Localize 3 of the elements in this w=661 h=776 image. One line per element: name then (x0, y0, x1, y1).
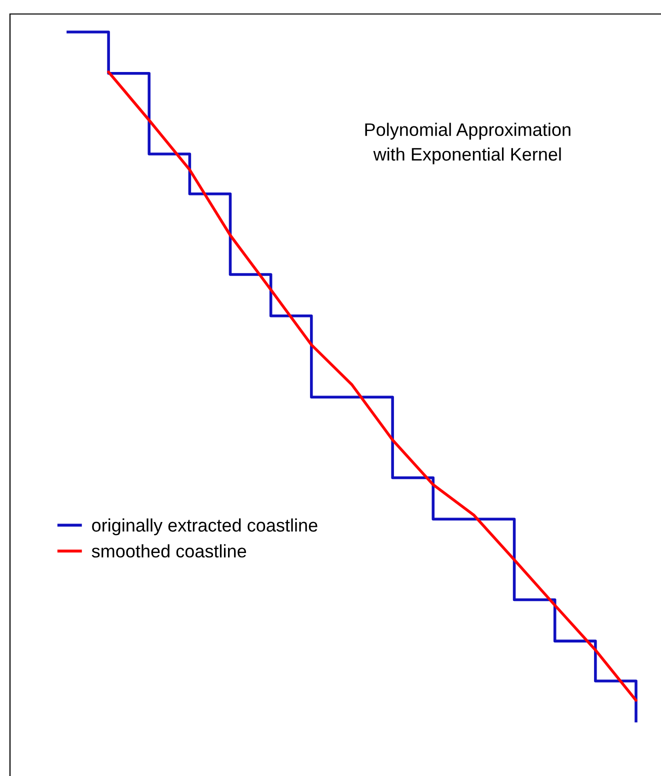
text: Polynomial Approximation with Exponential Kernel (365, 122, 570, 164)
legend-label: originally extracted coastline (92, 518, 318, 536)
legend-label: smoothed coastline (92, 544, 246, 558)
